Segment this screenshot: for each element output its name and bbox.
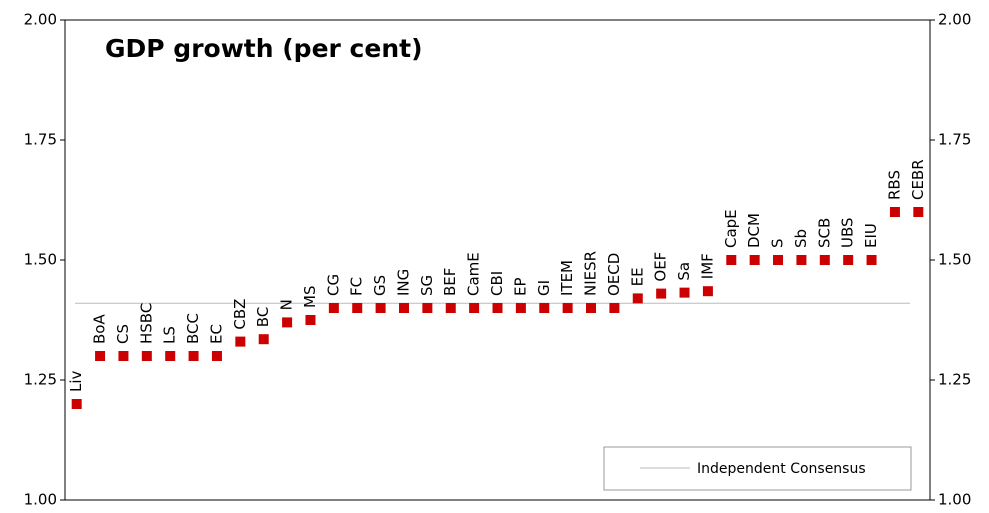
point bbox=[562, 303, 573, 313]
point-label: IMF bbox=[698, 253, 716, 279]
point bbox=[469, 303, 480, 313]
point-label: EC bbox=[207, 324, 225, 344]
point bbox=[398, 303, 409, 313]
point-label: OECD bbox=[605, 253, 623, 296]
point-label: BoA bbox=[91, 314, 109, 344]
point bbox=[258, 334, 269, 345]
point bbox=[679, 287, 690, 298]
y2-tick-label: 2.00 bbox=[938, 11, 971, 29]
point-label: ITEM bbox=[558, 260, 576, 296]
point bbox=[118, 351, 129, 361]
y-tick-label: 2.00 bbox=[24, 11, 57, 29]
point-label: LS bbox=[161, 326, 179, 344]
point-label: CEBR bbox=[909, 159, 927, 200]
point-label: DCM bbox=[745, 213, 763, 248]
point-label: Sa bbox=[675, 262, 693, 281]
point-label: GS bbox=[371, 275, 389, 296]
point bbox=[702, 286, 713, 297]
point-label: UBS bbox=[839, 217, 857, 248]
point-label: BC bbox=[254, 307, 272, 328]
point-label: EE bbox=[628, 267, 646, 286]
point-label: CS bbox=[114, 324, 132, 344]
point-label: SCB bbox=[815, 218, 833, 248]
point-label: Sb bbox=[792, 229, 810, 248]
y-tick-label: 1.50 bbox=[24, 251, 57, 269]
point bbox=[913, 207, 924, 217]
y-tick-label: 1.25 bbox=[24, 371, 57, 389]
point bbox=[141, 351, 152, 361]
point bbox=[445, 303, 456, 313]
y2-tick-label: 1.75 bbox=[938, 131, 971, 149]
y2-tick-label: 1.50 bbox=[938, 251, 971, 269]
point bbox=[235, 336, 246, 347]
point bbox=[819, 255, 830, 265]
point bbox=[515, 303, 526, 313]
point bbox=[889, 207, 900, 217]
point bbox=[632, 293, 643, 304]
point bbox=[539, 303, 550, 313]
point bbox=[749, 255, 760, 265]
point bbox=[609, 303, 620, 313]
point bbox=[866, 255, 877, 265]
point bbox=[656, 288, 667, 299]
point-label: CamE bbox=[465, 252, 483, 296]
point-label: EIU bbox=[862, 223, 880, 248]
point-label: FC bbox=[348, 277, 366, 296]
y-tick-label: 1.75 bbox=[24, 131, 57, 149]
point-label: CG bbox=[324, 274, 342, 296]
point-label: GI bbox=[535, 280, 553, 296]
point-label: BCC bbox=[184, 313, 202, 344]
point bbox=[843, 255, 854, 265]
point-label: HSBC bbox=[137, 303, 155, 344]
point-label: NIESR bbox=[582, 251, 600, 296]
point bbox=[492, 303, 503, 313]
point bbox=[188, 351, 199, 361]
point-label: SG bbox=[418, 275, 436, 296]
chart-title: GDP growth (per cent) bbox=[105, 34, 423, 63]
point bbox=[71, 399, 82, 409]
point bbox=[773, 255, 784, 265]
point bbox=[352, 303, 363, 313]
point bbox=[375, 303, 386, 313]
point bbox=[328, 303, 339, 313]
point bbox=[422, 303, 433, 313]
point bbox=[305, 315, 316, 325]
point-label: CBI bbox=[488, 271, 506, 296]
point-label: S bbox=[769, 238, 787, 248]
point-label: CapE bbox=[722, 209, 740, 248]
point-label: MS bbox=[301, 286, 319, 308]
point-label: ING bbox=[394, 269, 412, 296]
point bbox=[796, 255, 807, 265]
y2-tick-label: 1.25 bbox=[938, 371, 971, 389]
point bbox=[211, 351, 222, 361]
y2-tick-label: 1.00 bbox=[938, 491, 971, 509]
point bbox=[95, 351, 106, 361]
point bbox=[726, 255, 737, 265]
point-label: EP bbox=[511, 277, 529, 296]
point bbox=[282, 317, 293, 328]
point-label: CBZ bbox=[231, 299, 249, 330]
point-label: N bbox=[278, 299, 296, 310]
point-label: BEF bbox=[441, 268, 459, 296]
point-label: Liv bbox=[67, 370, 85, 392]
point bbox=[586, 303, 597, 313]
point bbox=[165, 351, 176, 361]
legend-label: Independent Consensus bbox=[697, 461, 866, 477]
point-label: OEF bbox=[652, 252, 670, 282]
y-tick-label: 1.00 bbox=[24, 491, 57, 509]
point-label: RBS bbox=[885, 170, 903, 200]
